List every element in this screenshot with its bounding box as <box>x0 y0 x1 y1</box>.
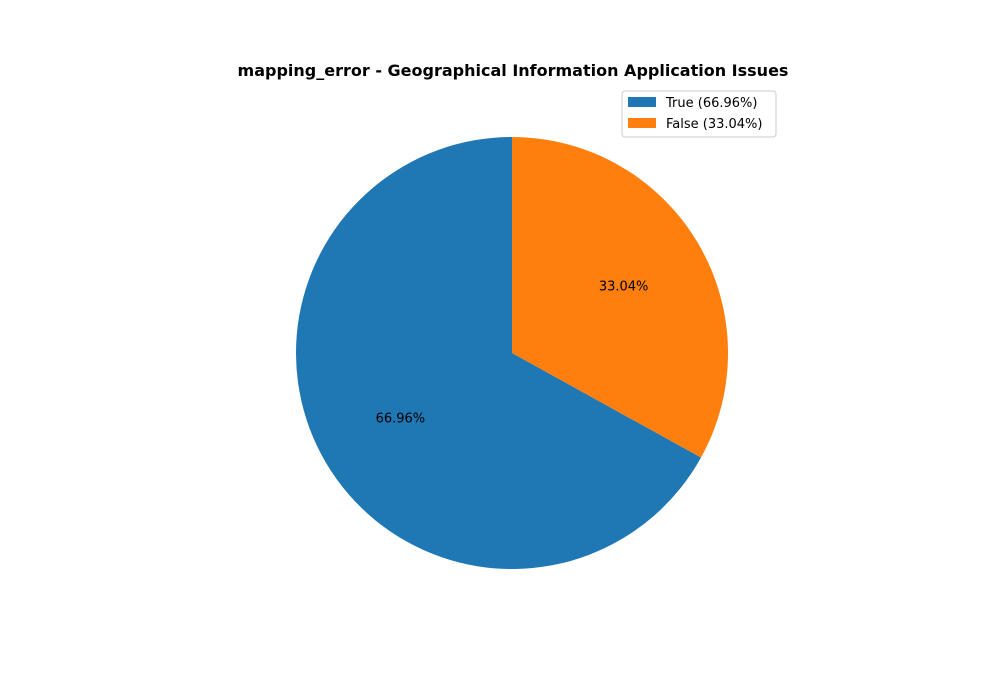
legend-label-true: True (66.96%) <box>665 96 757 111</box>
legend-swatch-true <box>628 97 656 107</box>
legend-frame <box>621 90 777 138</box>
legend-label-false: False (33.04%) <box>666 117 762 132</box>
pie-slice-false <box>512 137 729 458</box>
slice-label-false: 33.04% <box>599 280 649 295</box>
legend-swatch-false <box>628 118 656 128</box>
slice-label-true: 66.96% <box>376 411 426 426</box>
pie-slices <box>296 137 729 569</box>
pie-slice-labels: 66.96% 33.04% <box>376 280 649 427</box>
legend: True (66.96%) False (33.04%) <box>621 90 777 138</box>
pie-slice-true <box>296 137 702 569</box>
chart-title: mapping_error - Geographical Information… <box>238 61 789 80</box>
